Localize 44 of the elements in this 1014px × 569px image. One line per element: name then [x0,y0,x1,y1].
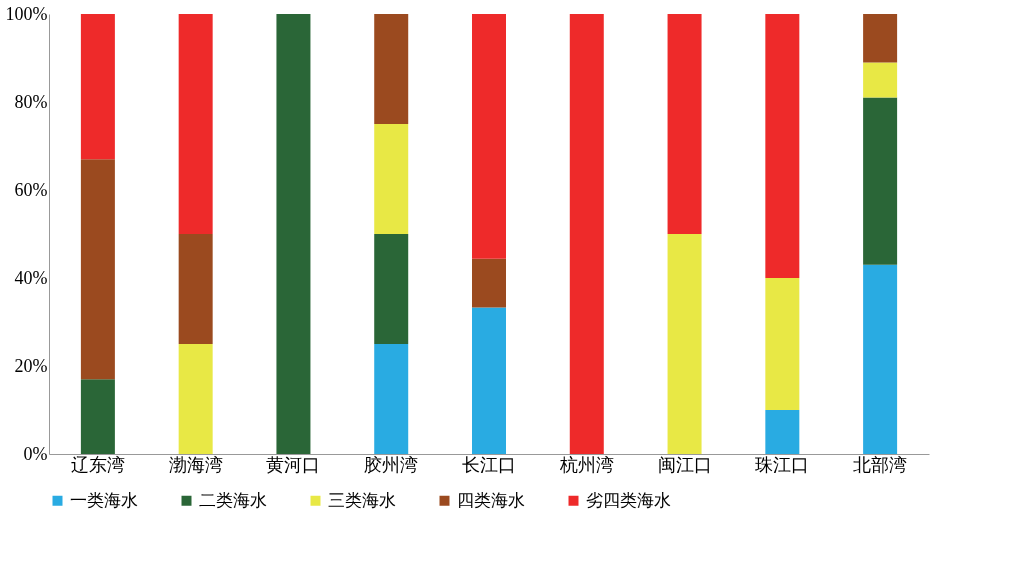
bar [178,344,213,454]
legend-label: 二类海水 [199,489,267,510]
x-tick-label: 杭州湾 [558,453,614,475]
y-tick-label: 20% [14,355,48,376]
y-tick-label: 0% [23,443,48,464]
y-tick-label: 40% [14,267,48,288]
bar [472,14,506,259]
bar [863,97,898,265]
x-tick-label: 北部湾 [853,453,908,475]
bar [667,234,702,454]
x-tick-label: 长江口 [462,453,516,475]
x-tick-label: 渤海湾 [168,453,223,475]
y-tick-label: 80% [14,91,48,112]
bar [863,264,898,454]
bar [765,410,800,454]
bar [765,278,800,410]
legend-label: 三类海水 [328,489,396,510]
bar [472,307,506,454]
bar [178,234,213,344]
bar [863,14,898,63]
legend-label: 四类海水 [457,489,525,510]
bar [80,159,115,380]
bar [374,14,409,124]
bar [276,14,311,454]
bar [863,62,898,98]
x-tick-label: 珠江口 [755,453,810,475]
bar [765,14,800,278]
bar [80,14,115,160]
legend-label: 一类海水 [70,489,138,510]
legend-label: 劣四类海水 [586,489,671,510]
bar [374,234,409,344]
y-tick-label: 100% [5,3,48,24]
bar [374,124,409,234]
x-tick-label: 辽东湾 [70,453,125,475]
bar [80,379,115,454]
bar [667,14,702,234]
bar [472,258,506,308]
x-tick-label: 闽江口 [657,453,712,475]
x-tick-label: 胶州湾 [364,453,419,475]
x-tick-label: 黄河口 [266,453,321,475]
bar [178,14,213,234]
y-tick-label: 60% [14,179,48,200]
bar [569,14,604,454]
bar [374,344,409,454]
